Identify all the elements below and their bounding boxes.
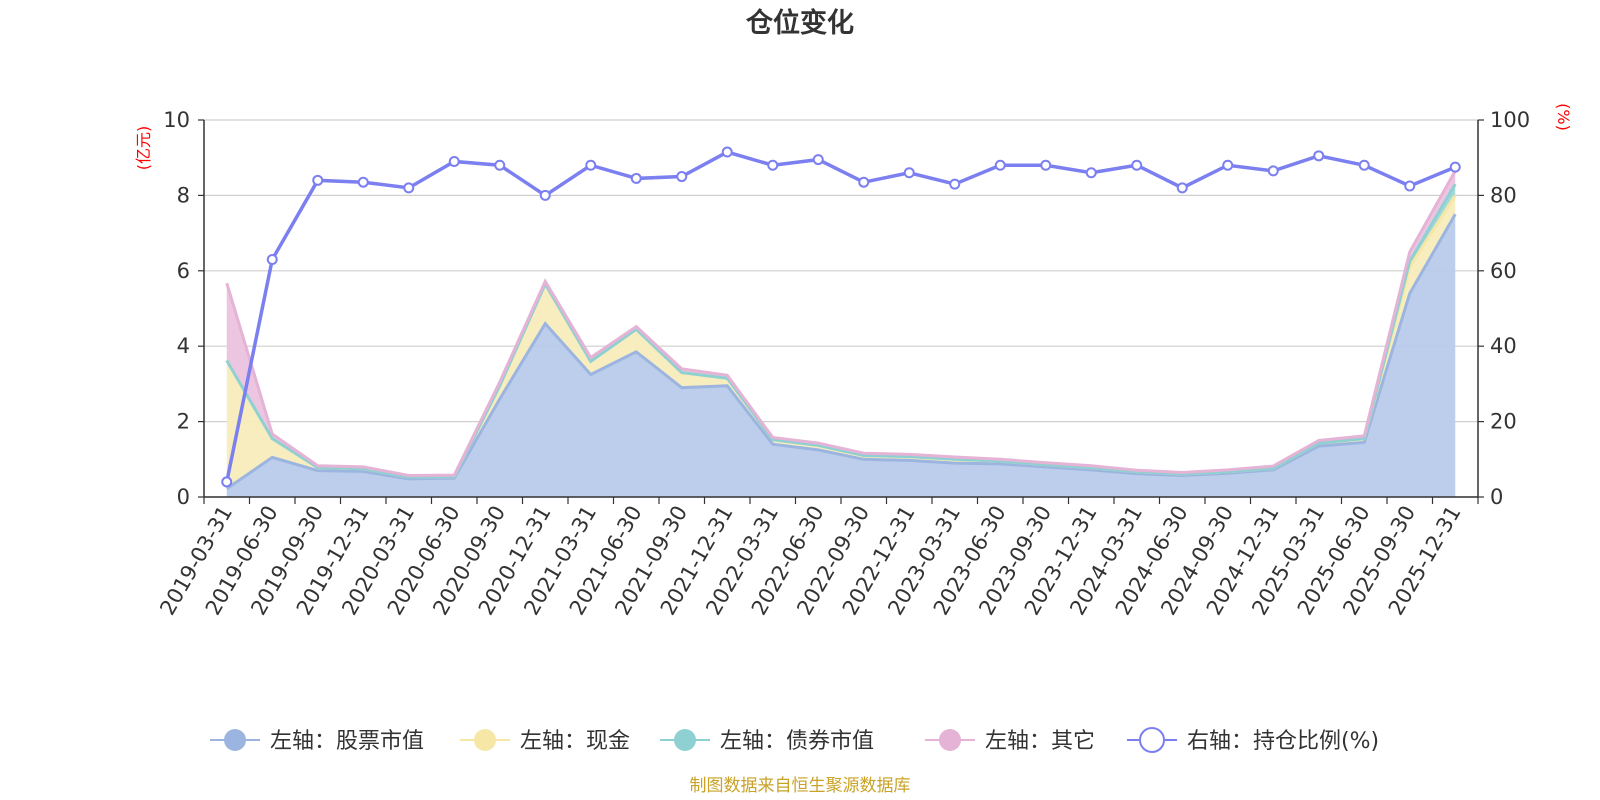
ratio-point <box>676 171 688 183</box>
legend-marker <box>224 729 246 751</box>
ratio-point <box>1404 180 1416 192</box>
area-line-4 <box>225 170 1457 478</box>
ratio-point <box>1131 159 1143 171</box>
area-1 <box>226 214 1456 497</box>
stacked-areas <box>225 170 1457 497</box>
ratio-point <box>448 155 460 167</box>
legend-label: 左轴：现金 <box>520 729 630 754</box>
legend-label: 左轴：其它 <box>985 729 1095 754</box>
legend-item: 右轴：持仓比例(%) <box>1127 727 1379 754</box>
ratio-point <box>721 146 733 158</box>
left-axis-ticks: 0 2 4 6 8 10 <box>163 108 204 509</box>
position-ratio-line <box>221 146 1461 488</box>
ratio-point <box>1449 161 1461 173</box>
left-axis-unit: (亿元) <box>134 126 153 171</box>
right-tick-label: 60 <box>1490 259 1517 283</box>
ratio-point <box>494 159 506 171</box>
area-line-1 <box>225 213 1457 490</box>
ratio-point <box>630 172 642 184</box>
chart-title: 仓位变化 <box>745 7 854 39</box>
ratio-point <box>1267 165 1279 177</box>
ratio-point <box>585 159 597 171</box>
area-2 <box>226 195 1456 489</box>
area-3 <box>226 184 1456 478</box>
ratio-point <box>403 182 415 194</box>
right-tick-label: 80 <box>1490 183 1517 207</box>
ratio-point <box>1313 150 1325 162</box>
ratio-point <box>266 253 278 265</box>
right-tick-label: 40 <box>1490 334 1517 358</box>
right-tick-label: 20 <box>1490 410 1517 434</box>
left-tick-label: 6 <box>177 259 190 283</box>
ratio-point <box>994 159 1006 171</box>
ratio-point <box>221 476 233 488</box>
legend: 左轴：股票市值 左轴：现金 左轴：债券市值 左轴：其它 右轴：持仓比例(%) <box>210 727 1379 754</box>
legend-marker <box>474 729 496 751</box>
legend-marker <box>939 729 961 751</box>
ratio-point <box>1040 159 1052 171</box>
legend-item: 左轴：其它 <box>925 729 1095 754</box>
legend-item: 左轴：债券市值 <box>660 729 874 754</box>
ratio-point <box>1176 182 1188 194</box>
right-axis-ticks: 0 20 40 60 80 100 <box>1478 108 1530 509</box>
area-4 <box>226 170 1456 478</box>
data-source-note: 制图数据来自恒生聚源数据库 <box>690 776 911 796</box>
legend-label: 右轴：持仓比例(%) <box>1187 729 1379 754</box>
axes <box>203 120 1479 498</box>
ratio-point <box>312 174 324 186</box>
area-line-2 <box>225 194 1457 479</box>
ratio-point <box>949 178 961 190</box>
ratio-point <box>357 176 369 188</box>
ratio-point <box>903 167 915 179</box>
ratio-point <box>767 159 779 171</box>
right-axis-unit: (%) <box>1554 103 1573 131</box>
ratio-point <box>812 154 824 166</box>
ratio-point <box>539 189 551 201</box>
ratio-point <box>858 176 870 188</box>
left-tick-label: 4 <box>177 334 190 358</box>
legend-label: 左轴：股票市值 <box>270 729 424 754</box>
ratio-point <box>1085 167 1097 179</box>
ratio-point <box>1222 159 1234 171</box>
left-tick-label: 0 <box>177 485 190 509</box>
right-tick-label: 0 <box>1490 485 1503 509</box>
legend-marker <box>674 729 696 751</box>
legend-marker <box>1139 727 1165 753</box>
ratio-point <box>1358 159 1370 171</box>
left-tick-label: 10 <box>163 108 190 132</box>
x-axis-ticks: 2019-03-312019-06-302019-09-302019-12-31… <box>155 497 1479 619</box>
left-tick-label: 2 <box>177 410 190 434</box>
right-tick-label: 100 <box>1490 108 1530 132</box>
ratio-line-path <box>225 150 1456 483</box>
grid-lines <box>204 119 1478 498</box>
legend-label: 左轴：债券市值 <box>720 729 874 754</box>
legend-item: 左轴：股票市值 <box>210 729 424 754</box>
legend-item: 左轴：现金 <box>460 729 630 754</box>
area-line-3 <box>225 183 1457 479</box>
left-tick-label: 8 <box>177 183 190 207</box>
